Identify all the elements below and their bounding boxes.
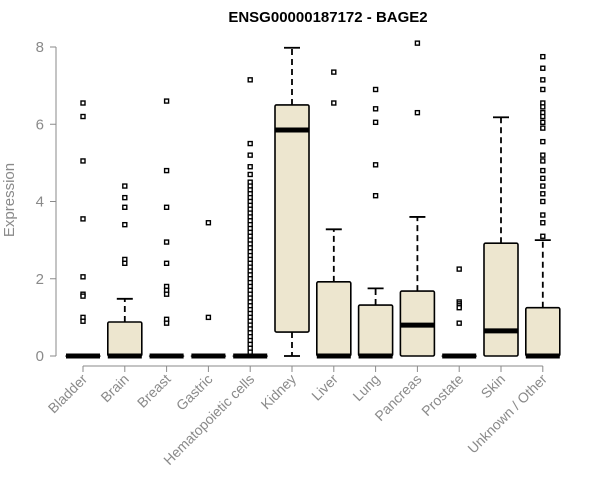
box-group xyxy=(483,116,519,357)
outlier-point xyxy=(540,53,546,60)
outlier-point xyxy=(163,291,170,297)
outlier-point xyxy=(540,113,546,120)
outlier-point xyxy=(540,86,546,93)
x-tick-label: Brain xyxy=(97,371,131,405)
x-tick-label: Liver xyxy=(308,371,341,404)
outlier-point xyxy=(122,194,128,201)
chart-title: ENSG00000187172 - BAGE2 xyxy=(228,9,427,26)
outlier-point xyxy=(456,305,462,311)
outlier-point xyxy=(540,65,546,71)
axes: 0 2 4 6 8 xyxy=(36,39,544,372)
outlier-point xyxy=(80,158,86,164)
outlier-point xyxy=(414,40,421,46)
outlier-point xyxy=(163,320,170,326)
outlier-point xyxy=(247,164,253,170)
outlier-point xyxy=(80,100,86,106)
outlier-point xyxy=(122,204,128,210)
outlier-point xyxy=(540,119,546,126)
outlier-point xyxy=(205,314,212,321)
outlier-point xyxy=(247,349,253,355)
y-tick-label: 0 xyxy=(36,348,44,365)
box xyxy=(524,306,561,357)
outlier-point xyxy=(540,167,546,174)
outlier-point xyxy=(540,104,546,110)
outlier-point xyxy=(540,175,546,182)
box-group xyxy=(315,69,352,359)
outlier-point xyxy=(372,162,379,168)
outlier-point xyxy=(205,220,212,226)
x-tick-label: Breast xyxy=(134,371,174,411)
outlier-point xyxy=(372,86,379,93)
outlier-point xyxy=(122,183,128,189)
x-tick-label: Skin xyxy=(478,371,509,402)
outlier-point xyxy=(247,77,253,83)
outlier-point xyxy=(247,152,253,158)
y-tick-label: 6 xyxy=(36,116,44,133)
outlier-point xyxy=(540,212,546,218)
outlier-point xyxy=(372,106,379,112)
outlier-point xyxy=(163,239,170,245)
x-tick-label: Lung xyxy=(349,371,382,404)
outlier-point xyxy=(80,216,86,222)
box-group xyxy=(65,100,101,359)
outlier-point xyxy=(456,320,462,326)
outlier-point xyxy=(540,233,546,239)
box xyxy=(107,321,143,357)
outlier-point xyxy=(80,293,86,299)
outlier-point xyxy=(540,191,546,197)
box xyxy=(483,242,519,357)
outlier-point xyxy=(540,125,546,131)
outlier-point xyxy=(540,138,546,145)
box-group xyxy=(148,98,185,359)
x-tick-label: Unknown / Other xyxy=(464,371,550,457)
outlier-point xyxy=(80,274,86,280)
outlier-point xyxy=(163,98,170,104)
outlier-point xyxy=(163,204,170,210)
box-group xyxy=(357,86,394,359)
outlier-point xyxy=(540,198,546,205)
box-group xyxy=(274,46,310,357)
outlier-point xyxy=(247,140,253,147)
outlier-point xyxy=(372,119,379,126)
outlier-point xyxy=(331,69,337,75)
box-group xyxy=(107,183,143,359)
x-tick-label: Kidney xyxy=(258,371,300,413)
outlier-point xyxy=(540,183,546,189)
outlier-point xyxy=(331,100,337,106)
box-group xyxy=(190,220,227,359)
y-axis-label: Expression xyxy=(1,163,18,237)
outlier-point xyxy=(122,221,128,228)
outlier-point xyxy=(540,158,546,164)
outlier-point xyxy=(372,193,379,199)
outlier-point xyxy=(540,77,546,83)
boxes xyxy=(65,40,561,359)
box xyxy=(357,304,394,357)
outlier-point xyxy=(163,260,170,266)
outlier-point xyxy=(414,109,421,116)
outlier-point xyxy=(163,167,170,174)
outlier-point xyxy=(247,171,253,178)
box-group xyxy=(524,53,561,359)
box xyxy=(315,281,352,357)
outlier-point xyxy=(456,266,462,272)
box xyxy=(274,104,310,333)
box-group xyxy=(399,40,436,357)
x-tick-label: Bladder xyxy=(45,371,91,417)
y-tick-label: 8 xyxy=(36,39,44,56)
outlier-point xyxy=(122,260,128,266)
outlier-point xyxy=(80,318,86,324)
box-group xyxy=(441,266,478,359)
x-tick-label: Prostate xyxy=(418,371,466,419)
outlier-point xyxy=(540,152,546,158)
outlier-point xyxy=(540,220,546,226)
y-tick-label: 4 xyxy=(36,194,44,211)
y-tick-label: 2 xyxy=(36,271,44,288)
outlier-point xyxy=(80,113,86,120)
box-group xyxy=(232,77,268,359)
